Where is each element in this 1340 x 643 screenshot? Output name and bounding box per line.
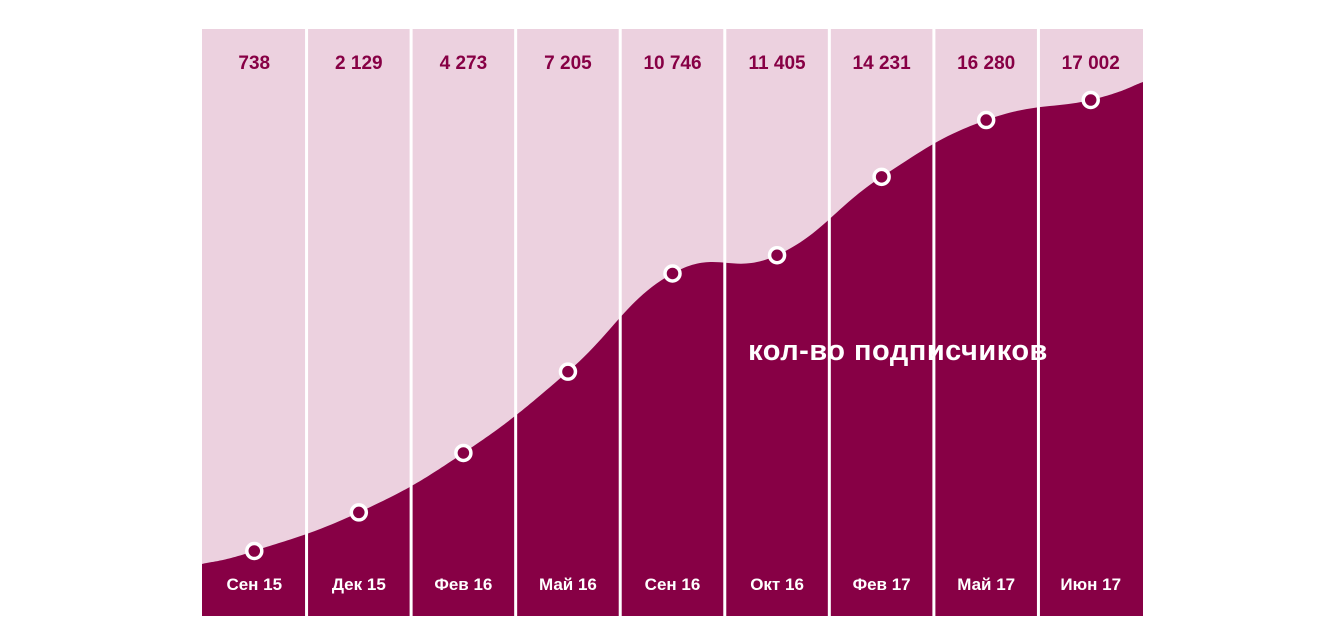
category-label: Сен 15	[226, 575, 282, 594]
category-label: Сен 16	[645, 575, 701, 594]
data-point-marker	[1081, 90, 1100, 110]
value-label: 2 129	[335, 53, 383, 74]
value-label: 14 231	[853, 53, 912, 74]
data-markers	[245, 90, 1100, 561]
value-label: 738	[238, 53, 270, 74]
category-label: Май 16	[539, 575, 597, 594]
column-dividers	[305, 29, 1040, 616]
category-label: Окт 16	[750, 575, 804, 594]
data-point-marker	[558, 362, 578, 381]
category-label: Дек 15	[332, 575, 386, 594]
category-labels: Сен 15 Дек 15 Фев 16 Май 16 Сен 16 Окт 16 Фев …	[226, 575, 1121, 594]
value-label: 4 273	[440, 53, 488, 74]
value-label: 10 746	[643, 53, 701, 74]
data-point-marker	[663, 264, 682, 283]
data-point-marker	[454, 443, 473, 463]
category-label: Июн 17	[1060, 575, 1121, 594]
series-label: кол-во подписчиков	[748, 335, 1048, 367]
data-point-marker	[349, 503, 369, 522]
value-label: 11 405	[749, 53, 806, 74]
value-label: 16 280	[957, 53, 1015, 74]
category-label: Фев 16	[434, 575, 492, 594]
subscribers-area	[202, 82, 1143, 616]
value-label: 17 002	[1062, 53, 1120, 74]
category-label: Май 17	[957, 575, 1015, 594]
data-point-marker	[872, 167, 891, 187]
data-point-marker	[767, 245, 787, 265]
category-label: Фев 17	[853, 575, 911, 594]
data-point-marker	[976, 110, 996, 130]
value-label: 7 205	[544, 53, 592, 74]
value-labels: 738 2 129 4 273 7 205 10 746 11 405 14 231 16 2…	[238, 53, 1119, 74]
data-point-marker	[245, 541, 264, 561]
